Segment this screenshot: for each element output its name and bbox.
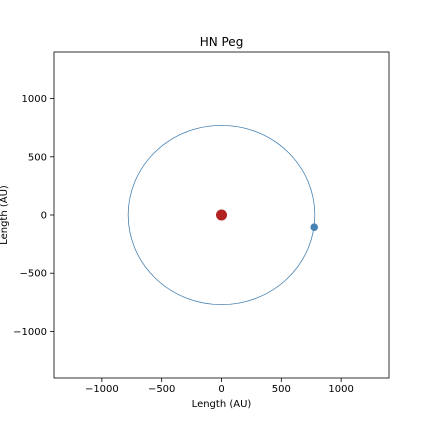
x-tick-label: −500 (148, 384, 175, 395)
chart-title: HN Peg (200, 35, 244, 49)
plot-area (127, 124, 319, 306)
planet-marker (310, 223, 319, 232)
x-axis: −1000 −500 0 500 1000 (85, 378, 354, 395)
x-tick-label: 1000 (328, 384, 353, 395)
x-tick-label: 0 (218, 384, 224, 395)
y-tick-label: 1000 (22, 94, 47, 105)
y-tick-label: −1000 (13, 327, 47, 338)
y-tick-label: 0 (41, 211, 47, 222)
x-tick-label: 500 (272, 384, 291, 395)
x-tick-label: −1000 (85, 384, 119, 395)
y-axis-label: Length (AU) (0, 185, 10, 245)
y-tick-label: −500 (20, 269, 47, 280)
star-marker (216, 209, 227, 221)
x-axis-label: Length (AU) (192, 399, 252, 410)
y-axis: −1000 −500 0 500 1000 (13, 94, 54, 338)
y-tick-label: 500 (28, 152, 47, 163)
orbit-path (127, 124, 316, 306)
